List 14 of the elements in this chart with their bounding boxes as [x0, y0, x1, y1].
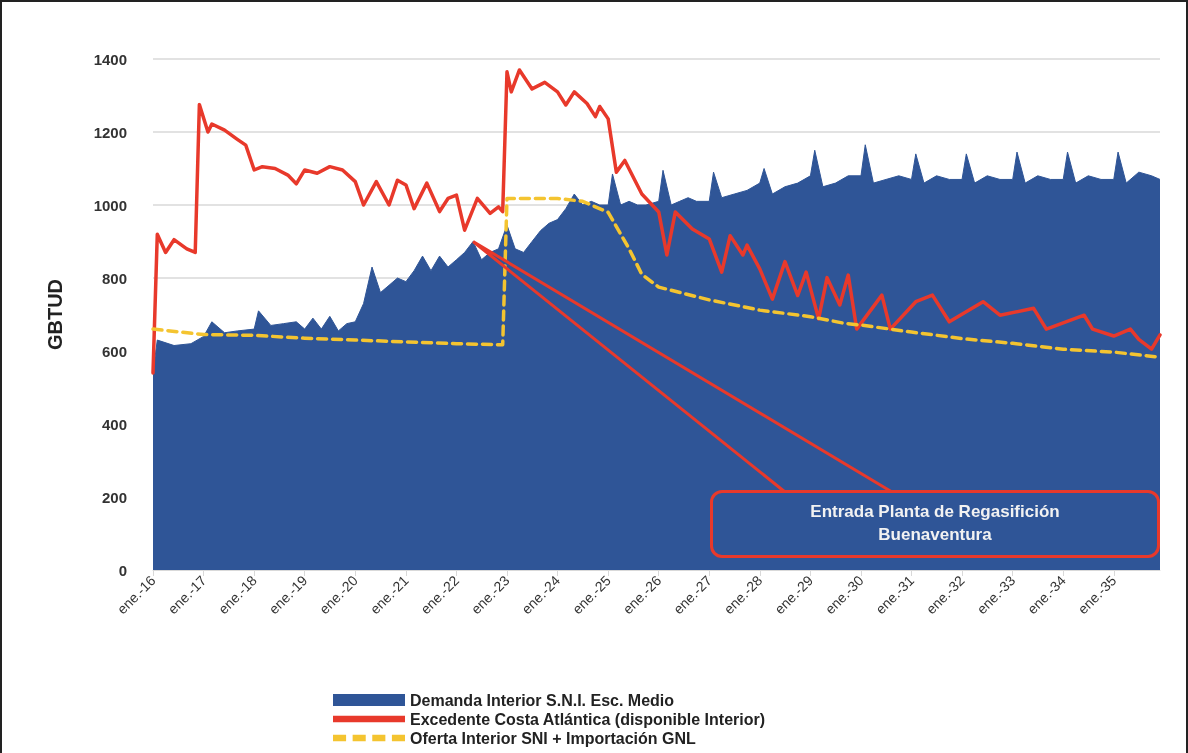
y-axis-title: GBTUD	[44, 278, 66, 351]
y-tick-label: 400	[101, 415, 127, 433]
y-tick-label: 1000	[93, 196, 127, 214]
y-tick-label: 0	[118, 561, 127, 579]
y-tick-label: 800	[101, 269, 127, 287]
y-tick-label: 1400	[93, 50, 127, 68]
y-tick-label: 200	[101, 488, 127, 506]
y-tick-label: 600	[101, 342, 127, 360]
line-series	[151, 68, 1162, 375]
annotation: Entrada Planta de Regasifición Buenaventura	[710, 490, 1160, 558]
legend-label: Demanda Interior S.N.I. Esc. Medio	[410, 691, 675, 709]
legend-label: Oferta Interior SNI + Importación GNL	[410, 729, 697, 747]
legend-label: Excedente Costa Atlántica (disponible Interior)	[410, 710, 766, 728]
y-tick-label: 1200	[93, 123, 127, 141]
